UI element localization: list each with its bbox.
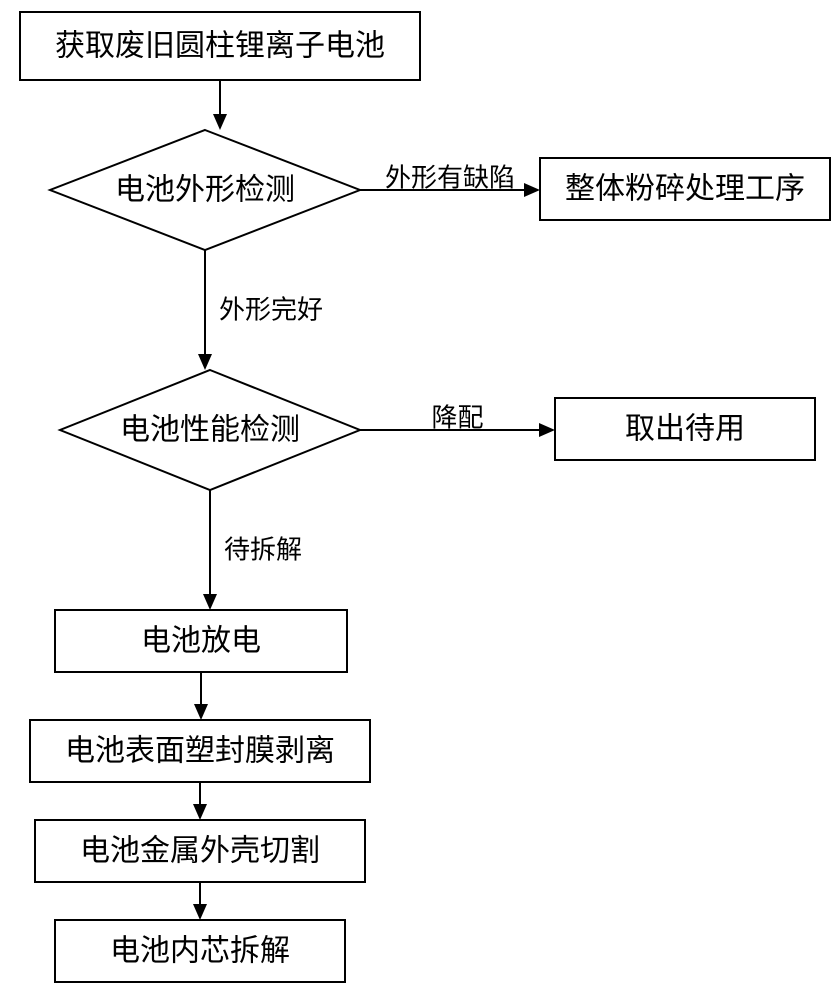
edge-label: 外形完好 [219,296,323,325]
edge-label: 待拆解 [224,536,302,565]
node-label-start: 获取废旧圆柱锂离子电池 [55,30,385,63]
node-label-crush: 整体粉碎处理工序 [565,173,805,206]
edge-label: 降配 [431,404,483,433]
node-label-peel: 电池表面塑封膜剥离 [65,735,335,768]
node-label-shapeCheck: 电池外形检测 [115,174,295,207]
node-label-disasm: 电池内芯拆解 [110,935,290,968]
flowchart-canvas: 外形有缺陷外形完好降配待拆解 获取废旧圆柱锂离子电池电池外形检测 整体粉碎处理工序电… [0,0,838,1000]
node-label-cut: 电池金属外壳切割 [80,835,320,868]
edge-label: 外形有缺陷 [385,164,515,193]
node-label-discharge: 电池放电 [141,625,261,658]
node-label-setAside: 取出待用 [625,413,745,446]
node-label-perfCheck: 电池性能检测 [120,414,300,447]
